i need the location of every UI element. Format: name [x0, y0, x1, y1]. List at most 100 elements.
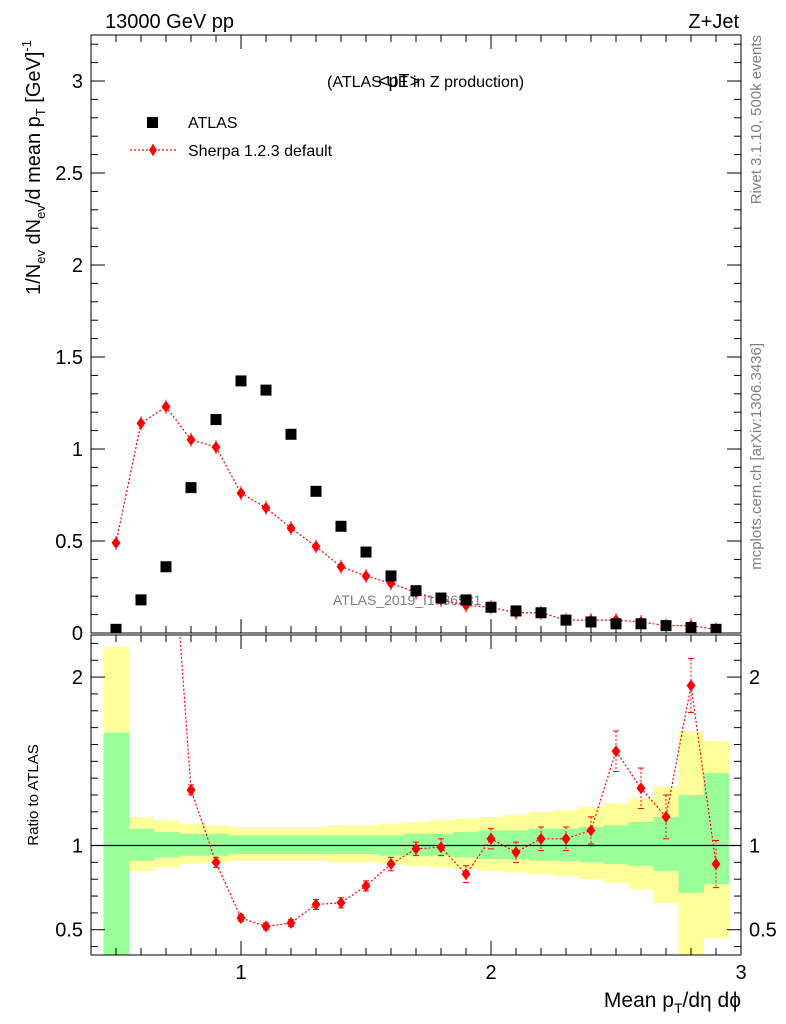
sherpa-point	[361, 569, 371, 582]
atlas-point	[210, 414, 222, 426]
ratio-point	[511, 846, 521, 859]
sherpa-point	[311, 540, 321, 553]
uncertainty-band-inner	[278, 835, 305, 854]
uncertainty-band-inner	[453, 832, 480, 858]
ratio-point	[386, 858, 396, 871]
ratio-point	[261, 920, 271, 933]
ratio-plot-panel: 0.5 0.5 1 1 2 2 1 2 3 Ratio to ATLAS Mean pT/dη …	[25, 435, 777, 1016]
legend-label-sherpa: Sherpa 1.2.3 default	[188, 143, 333, 160]
ratio-y-axis-label: Ratio to ATLAS	[25, 744, 42, 845]
uncertainty-band-inner	[203, 833, 230, 856]
ratio-point	[162, 435, 171, 447]
atlas-point	[510, 605, 522, 617]
atlas-point	[635, 618, 647, 630]
atlas-point	[335, 520, 347, 532]
main-y-axis-label: 1/Nev dNev/d mean pT [GeV]-1	[19, 40, 48, 295]
ratio-point	[686, 679, 696, 692]
atlas-point	[585, 616, 597, 628]
ratio-point	[186, 783, 196, 796]
atlas-point	[660, 620, 672, 632]
legend-marker-atlas	[147, 117, 158, 128]
x-tick-label: 3	[735, 962, 746, 984]
atlas-point	[485, 601, 497, 613]
uncertainty-band-inner	[303, 835, 330, 854]
legend-marker-sherpa	[149, 144, 157, 156]
ratio-y-tick-label-right: 2	[749, 667, 760, 689]
atlas-point	[235, 375, 247, 387]
x-tick-label: 2	[485, 962, 496, 984]
sherpa-point	[136, 417, 146, 430]
ratio-point	[611, 745, 621, 758]
energy-label: 13000 GeV pp	[105, 11, 234, 33]
sherpa-point	[236, 487, 246, 500]
uncertainty-band-inner	[128, 828, 155, 861]
atlas-point	[410, 585, 422, 597]
ratio-point	[286, 917, 296, 929]
uncertainty-band-inner	[628, 821, 655, 866]
atlas-point	[185, 482, 197, 494]
main-plot-panel: ATLAS_2019_I1736531 0 0.5 1 1.5 2 2.5 3 1/Nev …	[19, 34, 742, 645]
uncertainty-band-inner	[153, 832, 180, 858]
uncertainty-band-inner	[328, 835, 355, 854]
uncertainty-band-inner	[678, 795, 705, 893]
atlas-point	[285, 428, 297, 440]
x-axis-label: Mean pT/dη dϕ	[604, 989, 741, 1016]
mcplots-label: mcplots.cern.ch [arXiv:1306.3436]	[748, 343, 765, 570]
sherpa-point	[286, 522, 296, 535]
ratio-point	[561, 832, 571, 845]
y-tick-label: 3	[72, 71, 83, 93]
sherpa-point	[161, 400, 171, 413]
y-tick-label: 2.5	[55, 163, 83, 185]
ratio-point	[486, 832, 496, 845]
sherpa-point	[111, 536, 121, 549]
analysis-watermark: ATLAS_2019_I1736531	[333, 592, 482, 608]
ratio-point	[711, 858, 721, 871]
atlas-point	[135, 594, 147, 606]
uncertainty-band-inner	[603, 825, 630, 865]
uncertainty-band-inner	[353, 835, 380, 854]
atlas-point	[310, 485, 322, 497]
plot-title-main: <pT>	[378, 71, 420, 91]
atlas-point	[360, 546, 372, 558]
ratio-point	[361, 879, 371, 892]
legend-label-atlas: ATLAS	[188, 115, 238, 132]
y-tick-label: 0.5	[55, 531, 83, 553]
ratio-point	[411, 842, 421, 855]
y-tick-label: 0	[72, 623, 83, 645]
plot-title-sub: (ATLAS UE in Z production)	[327, 74, 524, 91]
sherpa-point	[336, 560, 346, 573]
ratio-y-tick-label-right: 0.5	[749, 920, 777, 942]
ratio-point	[311, 898, 321, 911]
atlas-point	[385, 570, 397, 582]
ratio-y-tick-label-left: 2	[72, 667, 83, 689]
uncertainty-band-inner	[228, 835, 255, 854]
ratio-point	[336, 896, 346, 909]
x-tick-label: 1	[235, 962, 246, 984]
atlas-point	[160, 561, 172, 573]
rivet-label: Rivet 3.1.10, 500k events	[748, 35, 765, 204]
ratio-y-tick-label-left: 0.5	[55, 920, 83, 942]
ratio-y-tick-label-left: 1	[72, 836, 83, 858]
ratio-point	[586, 824, 596, 837]
uncertainty-band-inner	[653, 816, 680, 871]
uncertainty-band-inner	[103, 732, 130, 955]
legend: ATLAS Sherpa 1.2.3 default	[130, 115, 333, 160]
ratio-point	[661, 810, 671, 823]
sherpa-point	[261, 501, 271, 514]
y-tick-label: 1	[72, 439, 83, 461]
sherpa-point	[211, 441, 221, 454]
ratio-point	[236, 911, 246, 924]
ratio-y-tick-label-right: 1	[749, 836, 760, 858]
uncertainty-band-inner	[178, 833, 205, 856]
atlas-point	[610, 618, 622, 630]
sherpa-point	[186, 433, 196, 446]
atlas-point	[535, 607, 547, 619]
ratio-point	[536, 832, 546, 845]
ratio-point	[211, 856, 221, 869]
ratio-point	[461, 868, 471, 881]
process-label: Z+Jet	[688, 11, 739, 33]
atlas-point	[460, 594, 472, 606]
y-tick-label: 1.5	[55, 347, 83, 369]
atlas-point	[435, 592, 447, 604]
